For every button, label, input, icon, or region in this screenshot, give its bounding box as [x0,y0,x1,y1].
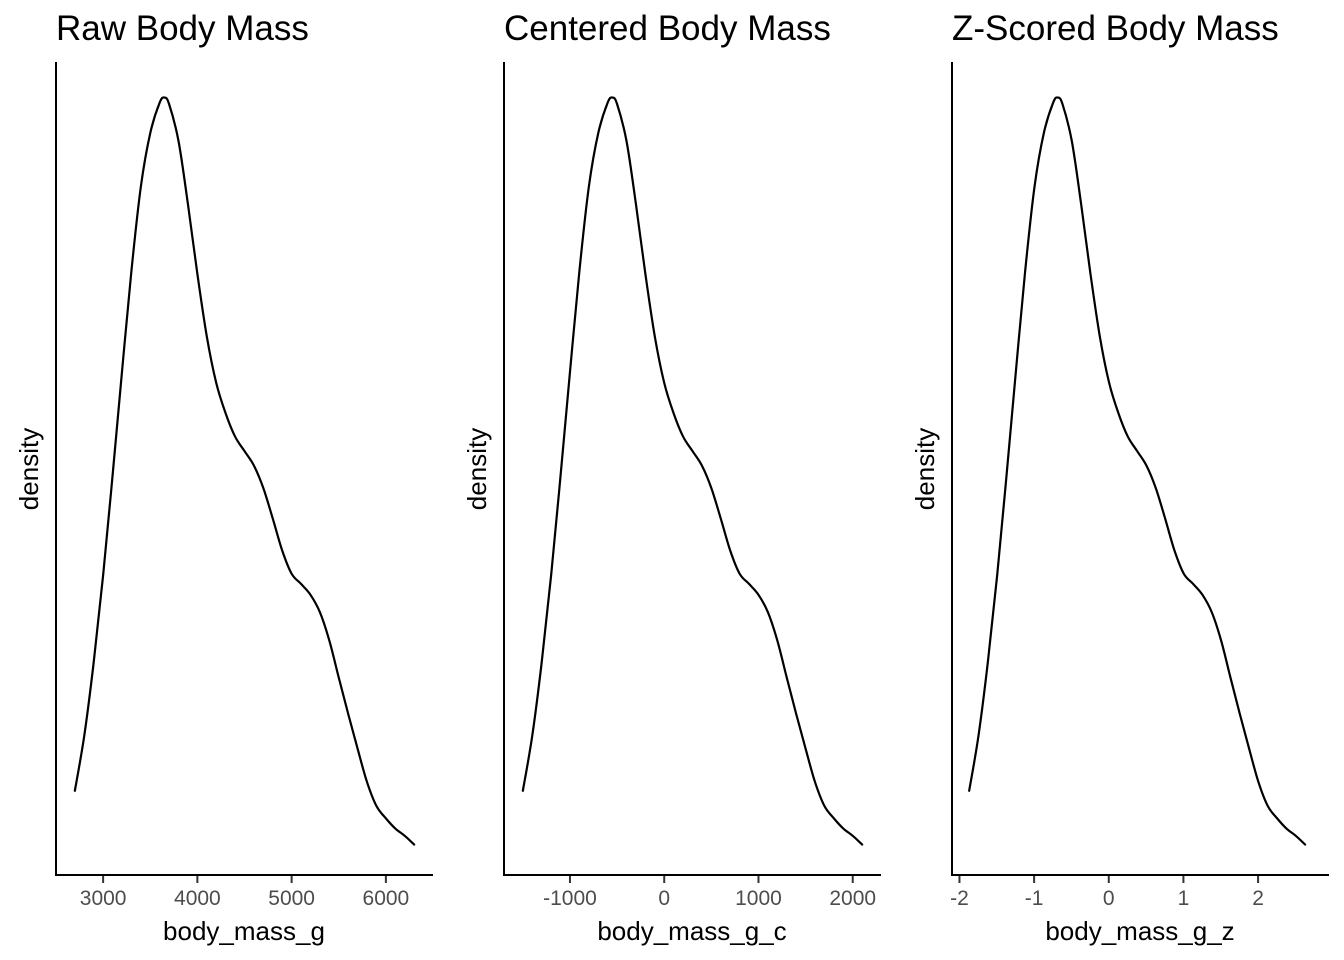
x-axis-label: body_mass_g [163,916,325,946]
density-curve [73,96,416,846]
x-tick-label: -2 [950,887,969,910]
x-tick-label: 4000 [174,887,221,910]
density-curve [968,96,1307,846]
x-tick-label: -1000 [543,887,597,910]
x-tick-label: 6000 [363,887,410,910]
y-axis-label: density [14,428,44,510]
x-ticks: 3000 4000 5000 6000 [80,876,409,910]
x-tick-label: 0 [1103,887,1115,910]
panel-centered: Centered Body Mass density -1000 0 1000 … [462,9,881,946]
x-tick-label: 5000 [268,887,315,910]
x-ticks: -2 -1 0 1 2 [950,876,1264,910]
panel-raw: Raw Body Mass density 3000 4000 5000 600… [14,9,433,946]
x-tick-label: 0 [658,887,670,910]
x-tick-label: 2 [1252,887,1264,910]
x-tick-label: 3000 [80,887,127,910]
x-tick-label: 2000 [829,887,876,910]
x-tick-label: 1 [1178,887,1190,910]
x-tick-label: -1 [1025,887,1044,910]
y-axis-label: density [910,428,940,510]
y-axis-label: density [462,428,492,510]
x-axis-label: body_mass_g_z [1045,916,1234,946]
panel-title: Raw Body Mass [56,9,309,48]
panel-zscored: Z-Scored Body Mass density -2 -1 0 1 2 b… [910,9,1329,946]
panel-title: Centered Body Mass [504,9,831,48]
density-curve [521,96,864,846]
panel-title: Z-Scored Body Mass [952,9,1279,48]
x-tick-label: 1000 [735,887,782,910]
x-ticks: -1000 0 1000 2000 [543,876,876,910]
x-axis-label: body_mass_g_c [597,916,786,946]
